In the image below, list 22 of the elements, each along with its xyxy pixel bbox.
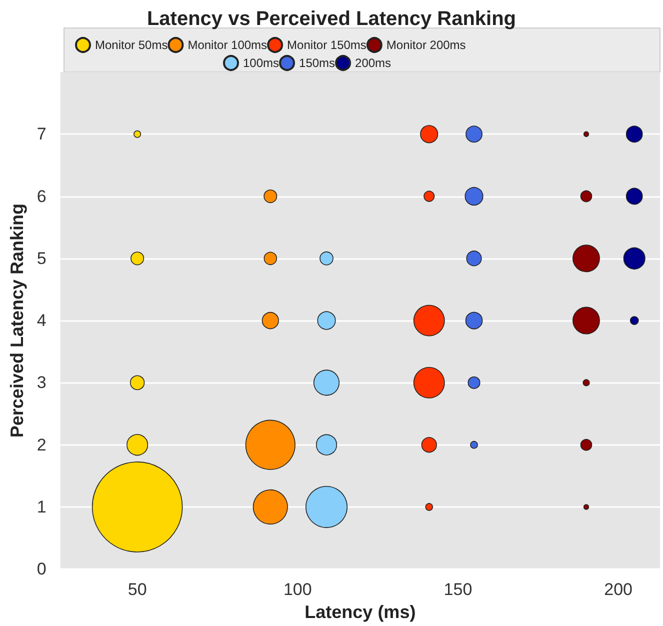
legend-label: Monitor 100ms — [188, 38, 268, 52]
legend-label: 200ms — [355, 56, 392, 70]
legend-label: Monitor 50ms — [95, 38, 168, 52]
y-tick-label: 6 — [36, 186, 46, 206]
y-tick-label: 3 — [36, 373, 46, 392]
legend-label: Monitor 200ms — [386, 38, 466, 52]
x-tick-label: 50 — [128, 580, 147, 600]
x-tick-label: 150 — [444, 580, 472, 600]
y-tick-label: 0 — [36, 560, 46, 579]
y-axis-title: Perceived Latency Ranking — [7, 203, 27, 438]
y-tick-label: 2 — [36, 435, 46, 454]
y-tick-label: 7 — [36, 124, 46, 144]
y-tick-label: 5 — [36, 248, 46, 268]
x-tick-label: 200 — [604, 580, 632, 600]
x-tick-label: 100 — [283, 580, 312, 600]
x-axis-title: Latency (ms) — [304, 602, 416, 622]
legend-label: 150ms — [299, 56, 336, 70]
legend-label: 100ms — [243, 56, 280, 70]
chart-title: Latency vs Perceived Latency Ranking — [146, 8, 516, 30]
y-tick-label: 1 — [36, 497, 46, 516]
legend-label: Monitor 150ms — [287, 38, 366, 52]
y-tick-label: 4 — [36, 311, 46, 330]
